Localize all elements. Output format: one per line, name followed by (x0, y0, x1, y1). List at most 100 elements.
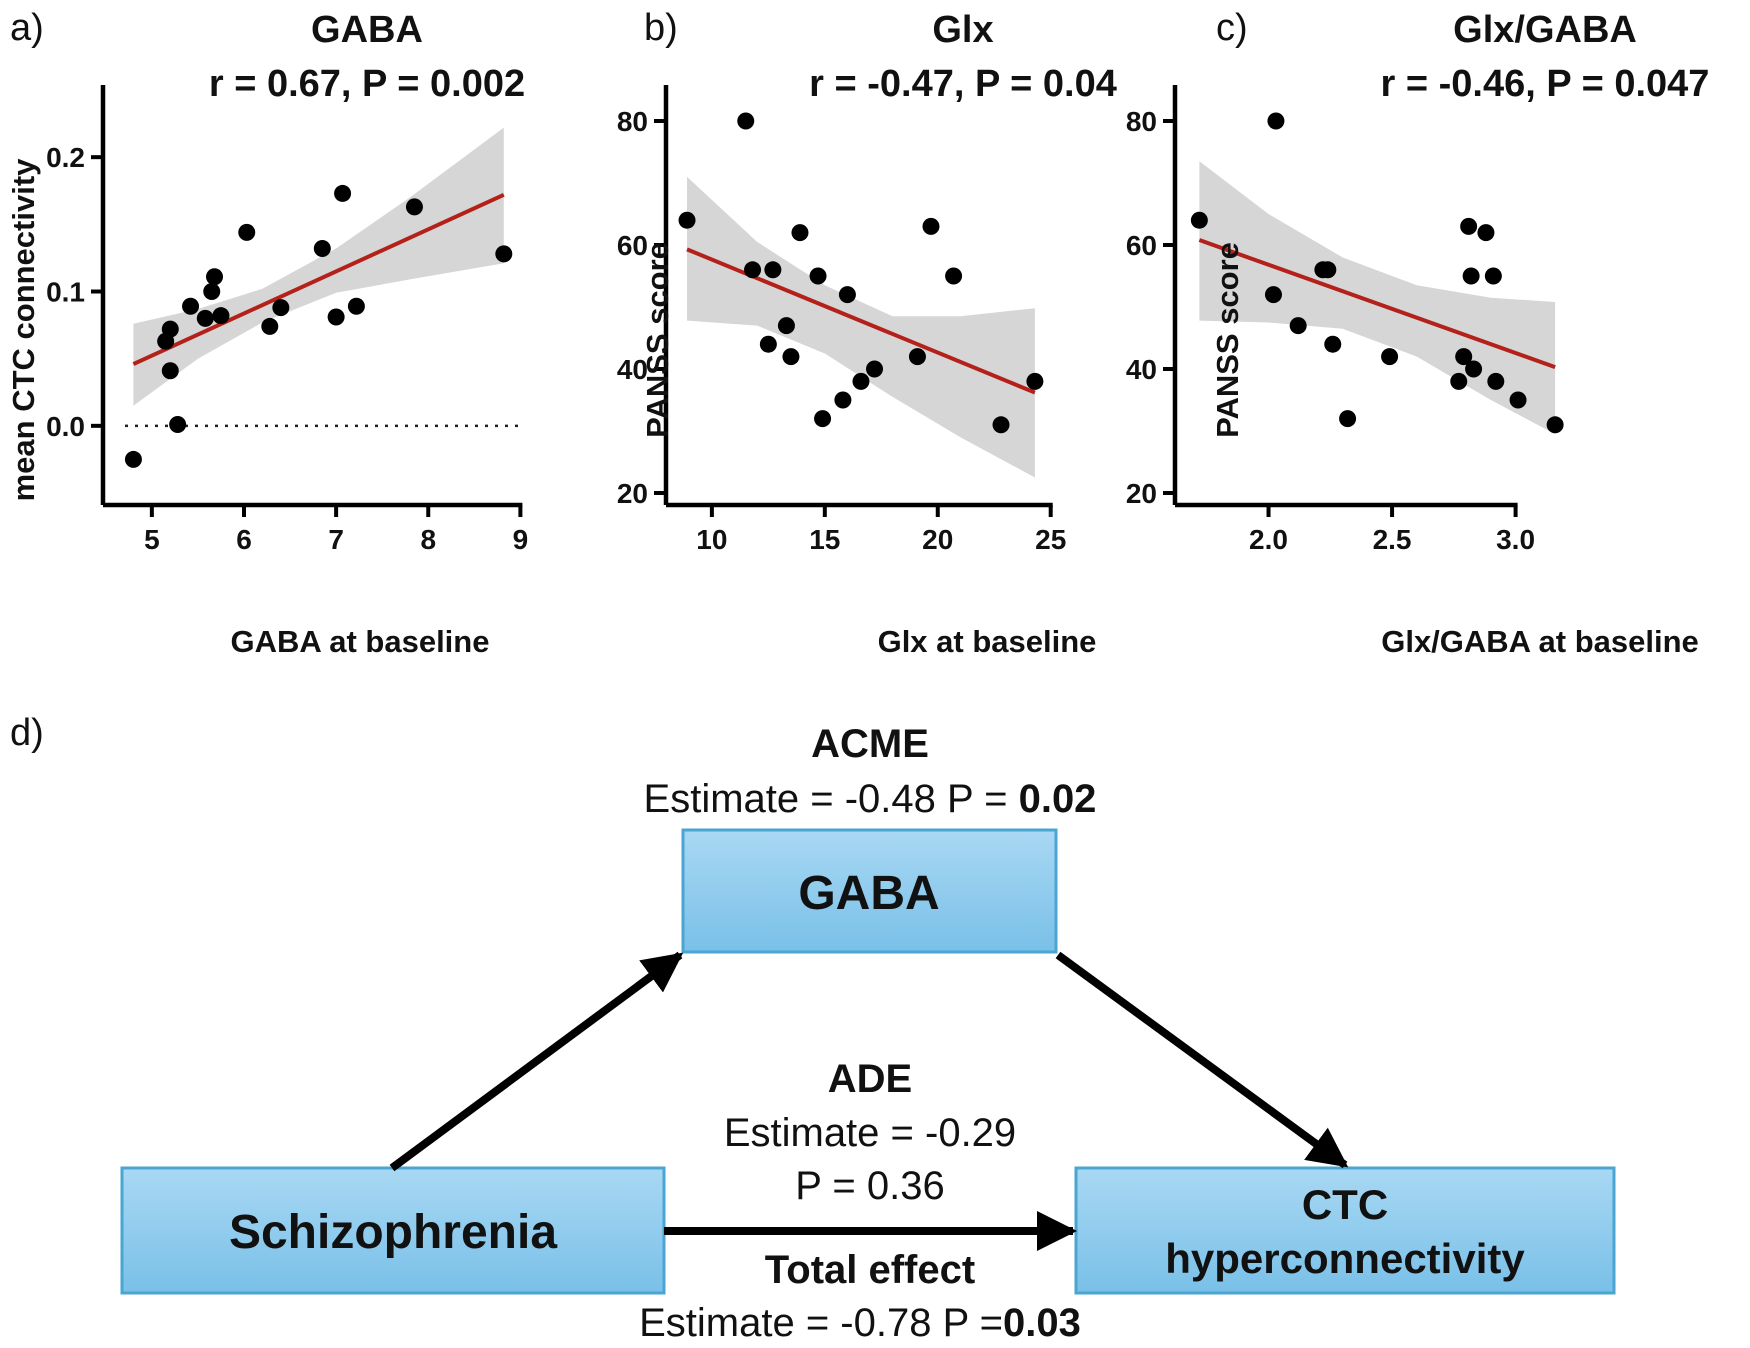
panel-d-label: d) (10, 712, 44, 754)
panel-c-data-point (1381, 348, 1399, 366)
panel-c-glx-gaba-scatter: c) Glx/GABA r = -0.46, P = 0.047 2.0 2.5 3… (1126, 7, 1710, 659)
panel-c-data-point (1546, 416, 1564, 434)
panel-a-x-tick-label: 7 (328, 524, 344, 555)
panel-b-data-point (782, 348, 800, 366)
panel-a-data-point (405, 198, 423, 216)
panel-c-subtitle: r = -0.46, P = 0.047 (1381, 63, 1710, 105)
panel-a-data-point (161, 362, 179, 380)
panel-d-mediation-diagram: d) ACME Estimate = -0.48 P = 0.02 GABA S… (10, 712, 1616, 1345)
panel-a-subtitle: r = 0.67, P = 0.002 (209, 63, 525, 105)
panel-a-data-point (238, 223, 256, 241)
panel-c-data-point (1509, 391, 1527, 409)
panel-c-data-point (1462, 267, 1480, 285)
panel-c-x-tick-label: 2.0 (1249, 524, 1288, 555)
panel-b-data-point (922, 217, 940, 235)
panel-b-data-point (852, 372, 870, 390)
panel-b-data-point (1026, 372, 1044, 390)
panel-b-plot-area: 10 15 20 25 20 40 60 80 (617, 85, 1066, 555)
arrow-predictor-to-mediator (389, 951, 684, 1172)
panel-b-xlabel: Glx at baseline (878, 624, 1097, 659)
ade-title: ADE (828, 1057, 912, 1101)
panel-c-y-tick-label: 20 (1126, 478, 1157, 509)
panel-b-x-tick-label: 10 (696, 524, 727, 555)
panel-c-data-point (1477, 224, 1495, 242)
total-effect-title: Total effect (765, 1248, 975, 1292)
panel-b-label: b) (644, 7, 678, 49)
acme-estimate-line: Estimate = -0.48 P = 0.02 (644, 777, 1097, 821)
panel-b-y-tick-label: 20 (617, 478, 648, 509)
panel-c-data-point (1264, 286, 1282, 304)
panel-b-subtitle: r = -0.47, P = 0.04 (809, 63, 1117, 105)
panel-c-y-tick-label: 80 (1126, 106, 1157, 137)
panel-a-plot-area: 5 6 7 8 9 0.0 0.1 0.2 (46, 85, 528, 555)
panel-a-data-point (327, 308, 345, 326)
mediator-box (681, 828, 1058, 954)
panel-b-data-point (866, 360, 884, 378)
panel-a-data-point (495, 245, 513, 263)
mediator-box-label: GABA (798, 867, 939, 920)
panel-a-xlabel: GABA at baseline (231, 624, 490, 659)
predictor-box-label: Schizophrenia (229, 1206, 557, 1259)
panel-a-x-tick-label: 8 (420, 524, 436, 555)
panel-a-label: a) (10, 7, 44, 49)
panel-a-data-point (161, 320, 179, 338)
ade-p-value: P = 0.36 (795, 1164, 944, 1208)
panel-c-title: Glx/GABA (1453, 9, 1637, 51)
panel-a-y-tick-label: 0.2 (46, 142, 85, 173)
panel-a-ylabel: mean CTC connectivity (6, 158, 41, 502)
panel-c-data-point (1339, 410, 1357, 428)
panel-a-title: GABA (311, 9, 423, 51)
panel-a-data-point (196, 309, 214, 327)
panel-c-data-point (1289, 317, 1307, 335)
panel-b-data-point (992, 416, 1010, 434)
panel-b-data-point (945, 267, 963, 285)
panel-a-x-tick-label: 6 (236, 524, 252, 555)
panel-a-x-tick-label: 9 (513, 524, 529, 555)
panel-c-ylabel: PANSS score (1210, 242, 1245, 438)
panel-b-data-point (678, 211, 696, 229)
panel-b-data-point (744, 261, 762, 279)
panel-c-xlabel: Glx/GABA at baseline (1381, 624, 1699, 659)
panel-a-data-point (203, 283, 221, 300)
panel-a-data-point (313, 240, 331, 258)
panel-b-y-tick-label: 40 (617, 354, 648, 385)
panel-b-data-point (838, 286, 856, 304)
panel-b-title: Glx (932, 9, 993, 51)
acme-estimate-text: Estimate = -0.48 P = (644, 777, 1019, 821)
panel-c-x-tick-label: 2.5 (1373, 524, 1412, 555)
panel-b-confidence-band (687, 176, 1035, 478)
panel-b-data-point (908, 348, 926, 366)
panel-c-data-point (1190, 211, 1208, 229)
acme-p-value: 0.02 (1019, 777, 1097, 821)
panel-b-ylabel: PANSS score (640, 242, 675, 438)
panel-a-data-point (347, 297, 365, 315)
panel-a-y-tick-label: 0.0 (46, 411, 85, 442)
panel-b-data-point (759, 335, 777, 353)
panel-c-data-point (1465, 360, 1483, 378)
arrow-mediator-to-outcome (1055, 951, 1349, 1169)
panel-b-x-tick-label: 15 (809, 524, 840, 555)
total-effect-p-value: 0.03 (1003, 1301, 1081, 1345)
panel-a-data-point (169, 415, 187, 433)
panel-b-data-point (809, 267, 827, 285)
panel-a-gaba-scatter: a) GABA r = 0.67, P = 0.002 5 6 7 8 9 0.0 0.1 0… (6, 7, 528, 659)
panel-a-data-point (206, 268, 224, 286)
outcome-box-label-line1: CTC (1302, 1181, 1388, 1228)
panel-a-y-tick-label: 0.1 (46, 277, 85, 308)
panel-c-y-tick-label: 60 (1126, 230, 1157, 261)
panel-c-data-point (1487, 372, 1505, 390)
panel-b-x-tick-label: 25 (1035, 524, 1066, 555)
panel-a-data-point (272, 299, 290, 317)
panel-c-data-point (1450, 372, 1468, 390)
panel-a-confidence-band (133, 127, 504, 406)
panel-c-data-point (1484, 267, 1502, 285)
panel-b-y-tick-label: 60 (617, 230, 648, 261)
panel-a-data-point (124, 450, 142, 468)
panel-c-confidence-band (1199, 161, 1556, 435)
panel-c-data-point (1460, 217, 1478, 235)
outcome-box (1074, 1166, 1616, 1295)
panel-b-data-point (791, 224, 809, 242)
panel-a-data-point (334, 184, 352, 202)
ade-estimate: Estimate = -0.29 (724, 1111, 1016, 1155)
